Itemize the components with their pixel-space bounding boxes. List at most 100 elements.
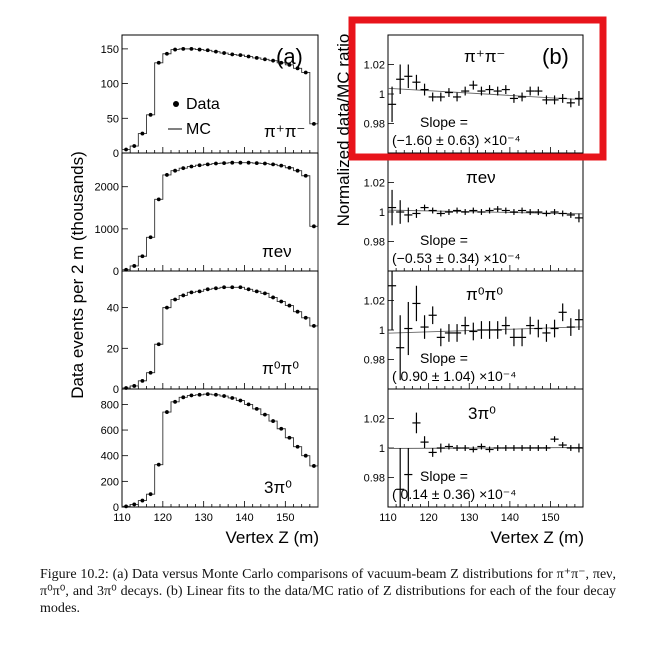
left-data-point-1-12 bbox=[214, 49, 218, 54]
right-ytick-label-1-0: 0.98 bbox=[364, 119, 385, 131]
slope-label-2: Slope = bbox=[420, 232, 468, 248]
left-data-point-3-6 bbox=[165, 305, 169, 310]
left-ytick-label-1-3: 150 bbox=[101, 44, 119, 56]
left-data-point-4-9 bbox=[189, 393, 194, 398]
right-ylabel: Normalized data/MC ratio bbox=[334, 34, 353, 227]
left-ytick-label-2-0: 0 bbox=[113, 266, 119, 278]
left-data-point-2-21 bbox=[287, 165, 292, 170]
left-data-point-2-22 bbox=[295, 168, 300, 173]
left-ylabel: Data events per 2 m (thousands) bbox=[68, 151, 87, 399]
left-data-point-4-18 bbox=[263, 412, 267, 417]
left-mode-label-1: π⁺π⁻ bbox=[264, 122, 305, 141]
left-data-point-2-5 bbox=[156, 197, 161, 202]
slope-label-1: Slope = bbox=[420, 114, 468, 130]
left-data-point-3-20 bbox=[279, 299, 284, 304]
left-data-point-2-3 bbox=[140, 254, 145, 259]
slope-value-4: ( 0.14 ± 0.36) ×10⁻⁴ bbox=[392, 486, 516, 502]
left-data-point-4-8 bbox=[181, 395, 186, 400]
left-data-point-1-14 bbox=[230, 52, 235, 57]
left-data-point-2-19 bbox=[271, 162, 275, 167]
left-data-point-2-10 bbox=[197, 163, 202, 168]
legend-data-marker bbox=[173, 101, 179, 107]
right-ytick-label-1-1: 1 bbox=[379, 89, 385, 101]
right-ytick-label-4-2: 1.02 bbox=[364, 414, 385, 426]
left-ytick-label-1-2: 100 bbox=[101, 79, 119, 91]
slope-value-1: (−1.60 ± 0.63) ×10⁻⁴ bbox=[392, 132, 521, 148]
left-data-point-3-16 bbox=[246, 287, 251, 292]
left-xtick-label-120: 120 bbox=[154, 512, 172, 524]
left-data-point-4-4 bbox=[148, 492, 153, 497]
left-data-point-4-23 bbox=[303, 453, 308, 458]
left-data-point-2-17 bbox=[254, 161, 259, 166]
left-xtick-label-130: 130 bbox=[194, 512, 212, 524]
left-data-point-2-2 bbox=[132, 264, 137, 268]
left-data-point-2-4 bbox=[148, 235, 153, 240]
slope-label-3: Slope = bbox=[420, 350, 468, 366]
left-data-point-2-16 bbox=[246, 160, 251, 165]
left-data-point-4-7 bbox=[173, 399, 177, 404]
left-data-point-3-4 bbox=[148, 370, 153, 375]
left-data-point-2-8 bbox=[181, 166, 186, 171]
right-ytick-label-4-1: 1 bbox=[379, 443, 385, 455]
legend-mc-label: MC bbox=[186, 121, 211, 138]
right-mode-label-3: π⁰π⁰ bbox=[466, 285, 503, 304]
highlight-box bbox=[348, 16, 607, 161]
left-data-point-4-10 bbox=[197, 392, 202, 397]
left-data-point-4-5 bbox=[156, 462, 161, 467]
left-data-point-2-20 bbox=[279, 163, 284, 168]
left-data-point-3-2 bbox=[132, 384, 137, 388]
left-data-point-3-8 bbox=[181, 293, 186, 298]
left-data-point-3-12 bbox=[214, 286, 218, 291]
left-ytick-label-2-1: 1000 bbox=[95, 224, 119, 236]
left-data-point-2-18 bbox=[263, 161, 267, 166]
left-data-point-4-11 bbox=[205, 392, 210, 397]
left-data-point-1-3 bbox=[140, 131, 145, 136]
left-mode-label-4: 3π⁰ bbox=[264, 478, 292, 497]
left-data-point-4-15 bbox=[238, 398, 243, 403]
left-data-point-2-7 bbox=[173, 168, 177, 173]
left-data-point-3-22 bbox=[295, 309, 300, 314]
left-data-point-1-5 bbox=[156, 60, 161, 65]
left-data-point-1-1 bbox=[124, 147, 128, 152]
left-data-point-1-2 bbox=[132, 144, 137, 148]
left-data-point-2-15 bbox=[238, 160, 243, 165]
left-data-point-3-11 bbox=[205, 287, 210, 292]
left-data-point-2-14 bbox=[230, 160, 235, 165]
right-ytick-label-3-1: 1 bbox=[379, 325, 385, 337]
left-data-point-4-19 bbox=[271, 419, 275, 423]
right-ytick-label-3-0: 0.98 bbox=[364, 355, 385, 367]
left-data-point-4-14 bbox=[230, 396, 235, 400]
left-data-point-1-16 bbox=[246, 54, 251, 59]
left-xtick-label-140: 140 bbox=[235, 512, 253, 524]
left-ytick-label-2-2: 2000 bbox=[95, 182, 119, 194]
left-data-point-3-17 bbox=[254, 289, 259, 294]
right-xtick-label-150: 150 bbox=[541, 512, 559, 524]
right-xlabel: Vertex Z (m) bbox=[490, 528, 584, 547]
left-mode-label-2: πeν bbox=[262, 242, 292, 261]
left-data-point-4-2 bbox=[132, 502, 137, 507]
left-data-point-4-20 bbox=[279, 426, 284, 431]
left-data-point-2-23 bbox=[303, 173, 308, 178]
left-mc-histogram-4 bbox=[121, 393, 319, 507]
left-data-point-4-6 bbox=[165, 410, 169, 414]
left-data-point-4-22 bbox=[295, 444, 300, 449]
left-data-point-1-22 bbox=[295, 66, 300, 71]
left-mode-label-3: π⁰π⁰ bbox=[262, 359, 299, 378]
left-data-point-4-16 bbox=[246, 402, 251, 407]
left-ytick-label-4-4: 800 bbox=[101, 399, 119, 411]
right-fit-line-4 bbox=[387, 447, 584, 449]
left-data-point-1-18 bbox=[263, 57, 267, 62]
left-data-point-4-12 bbox=[214, 392, 218, 397]
left-ytick-label-3-2: 40 bbox=[107, 303, 119, 315]
left-data-point-1-17 bbox=[254, 56, 259, 60]
left-data-point-4-17 bbox=[254, 406, 259, 411]
left-xtick-label-110: 110 bbox=[113, 512, 131, 524]
right-ytick-label-1-2: 1.02 bbox=[364, 60, 385, 72]
left-data-point-4-1 bbox=[124, 504, 128, 509]
left-data-point-3-10 bbox=[197, 289, 202, 294]
left-data-point-1-15 bbox=[238, 53, 243, 58]
left-data-point-3-19 bbox=[271, 295, 275, 300]
left-ytick-label-4-2: 400 bbox=[101, 451, 119, 463]
left-data-point-3-15 bbox=[238, 285, 243, 290]
left-ytick-label-3-0: 0 bbox=[113, 384, 119, 396]
